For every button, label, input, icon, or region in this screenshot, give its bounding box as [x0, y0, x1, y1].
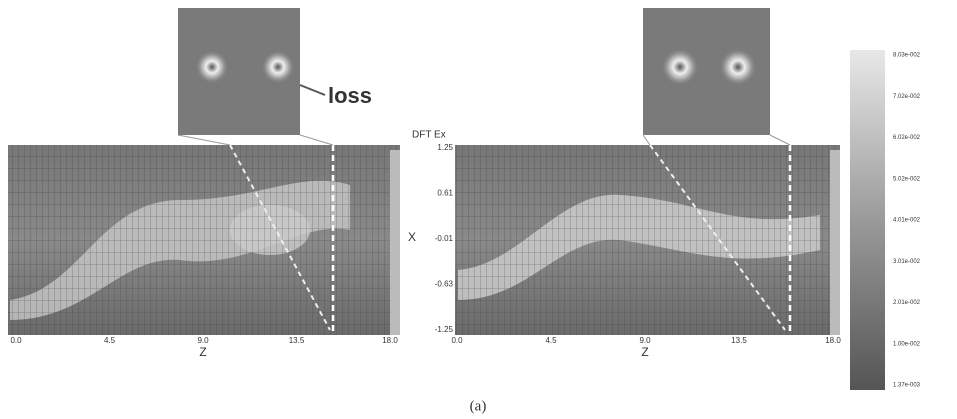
caption: (a) [470, 398, 487, 414]
colorbar-tick-label: 4.01e-002 [893, 218, 921, 224]
colorbar-tick-label: 1.37e-003 [893, 383, 921, 389]
x-tick-label: 9.0 [639, 336, 651, 345]
colorbar-tick-label: 2.01e-002 [893, 300, 921, 306]
x-tick-label: 9.0 [197, 336, 209, 345]
colorbar-tick-label: 7.02e-002 [893, 94, 921, 100]
inset-right [642, 8, 791, 146]
y-tick-label: -1.25 [435, 325, 454, 334]
y-tick-label: -0.63 [435, 280, 454, 289]
y-tick-label: -0.01 [435, 234, 454, 243]
colorbar [850, 50, 885, 390]
x-axis-label: Z [199, 345, 206, 359]
colorbar-tick-label: 3.01e-002 [893, 259, 921, 265]
colorbar-tick-label: 1.00e-002 [893, 341, 921, 347]
inset-left [177, 8, 334, 146]
x-tick-label: 13.5 [289, 336, 305, 345]
annotation: loss [328, 83, 372, 108]
x-tick-label: 4.5 [545, 336, 557, 345]
quantity-label: DFT Ex [412, 130, 446, 141]
y-tick-label: 0.61 [437, 189, 453, 198]
colorbar-tick-label: 8.03e-002 [893, 53, 921, 59]
field-panel-right [455, 144, 840, 335]
y-tick-label: 1.25 [437, 143, 453, 152]
x-axis-label: Z [641, 345, 648, 359]
x-tick-label: 4.5 [104, 336, 116, 345]
x-tick-label: 18.0 [825, 336, 841, 345]
colorbar-tick-label: 6.02e-002 [893, 135, 921, 141]
y-axis-label: X [408, 230, 416, 244]
x-tick-label: 18.0 [382, 336, 398, 345]
colorbar-tick-label: 5.02e-002 [893, 176, 921, 182]
field-panel-left [8, 144, 400, 335]
x-tick-label: 13.5 [731, 336, 747, 345]
x-tick-label: 0.0 [451, 336, 463, 345]
x-tick-label: 0.0 [10, 336, 22, 345]
